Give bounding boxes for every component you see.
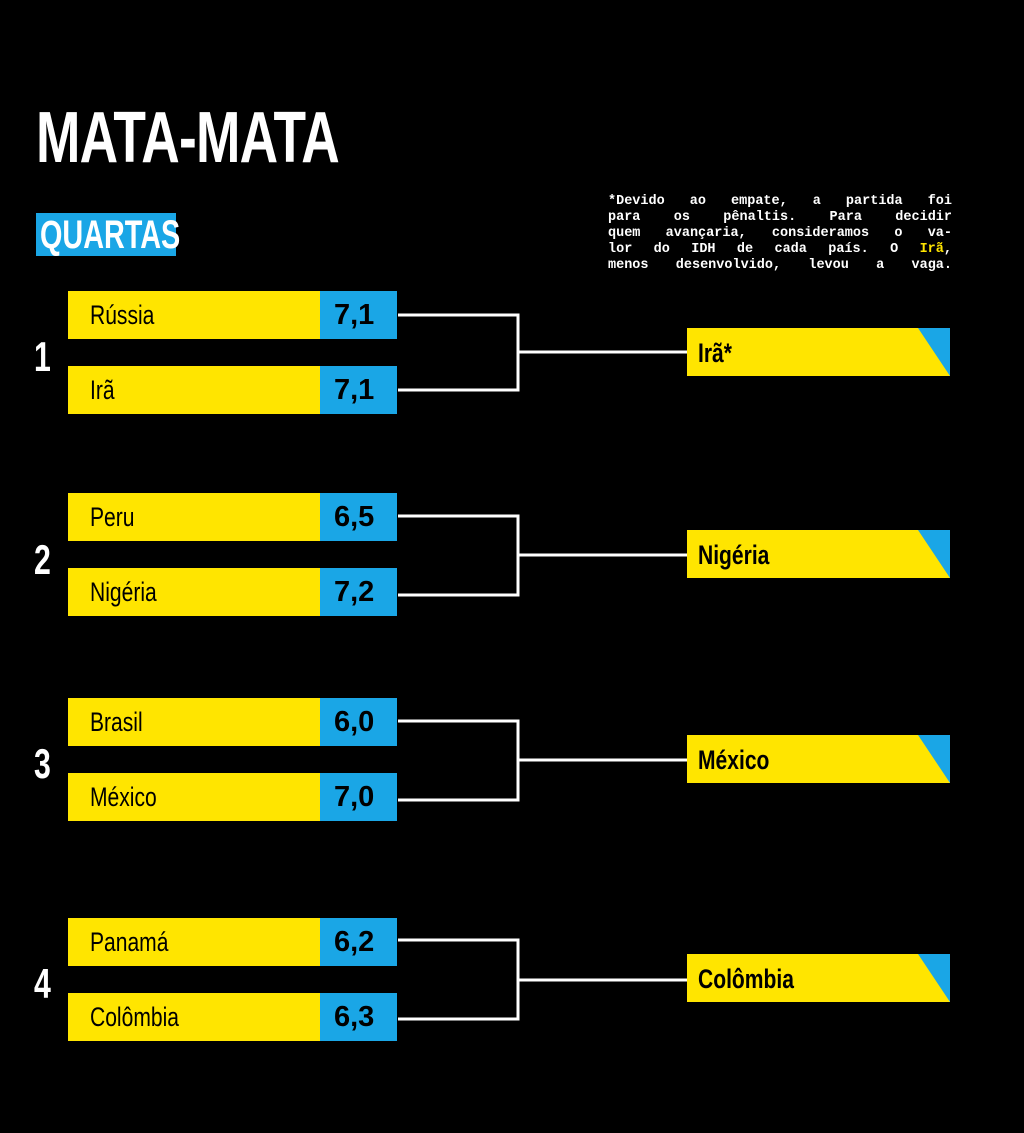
team-row: Brasil 6,0 (68, 698, 398, 746)
winner-box: Irã* (687, 328, 950, 376)
match-number: 2 (34, 536, 51, 583)
team-name-box: México (68, 773, 320, 821)
footnote-line-3: quem avançaria, consideramos o va- (608, 226, 952, 241)
page-title: MATA-MATA (36, 98, 340, 178)
team-name: Colômbia (90, 1002, 179, 1032)
footnote: *Devido ao empate, a partida foi para os… (608, 194, 952, 274)
team-row: Nigéria 7,2 (68, 568, 398, 616)
bracket-connector-4 (398, 938, 687, 1021)
stage-badge: QUARTAS (36, 213, 180, 256)
team-name: Rússia (90, 300, 155, 330)
team-name-box: Peru (68, 493, 320, 541)
footnote-line-1: *Devido ao empate, a partida foi (608, 194, 952, 209)
winner-name: Nigéria (698, 540, 770, 570)
team-score: 6,2 (334, 926, 375, 958)
team-name: Irã (90, 375, 115, 405)
team-score-box: 6,5 (320, 493, 397, 541)
footnote-line-4: lor do IDH de cada país. O Irã, (608, 242, 952, 258)
team-score-box: 6,3 (320, 993, 397, 1041)
winner-box: México (687, 735, 950, 783)
team-row: Rússia 7,1 (68, 291, 398, 339)
team-name-box: Irã (68, 366, 320, 414)
team-name-box: Nigéria (68, 568, 320, 616)
team-row: México 7,0 (68, 773, 398, 821)
team-row: Panamá 6,2 (68, 918, 398, 966)
bracket-connector-1 (398, 313, 687, 392)
winner-name: México (698, 745, 770, 775)
winner-box: Nigéria (687, 530, 950, 578)
winner-corner-flag (918, 328, 950, 376)
team-row: Irã 7,1 (68, 366, 398, 414)
match-number: 4 (34, 960, 51, 1007)
team-row: Peru 6,5 (68, 493, 398, 541)
team-score-box: 7,2 (320, 568, 397, 616)
team-name-box: Panamá (68, 918, 320, 966)
team-score: 7,1 (334, 299, 375, 331)
footnote-line-4-text: lor do IDH de cada país. O (608, 242, 920, 257)
winner-corner-flag (918, 954, 950, 1002)
team-score: 7,0 (334, 781, 375, 813)
team-name: México (90, 782, 157, 812)
winner-name: Irã* (698, 338, 732, 368)
team-score-box: 6,2 (320, 918, 397, 966)
winner-name: Colômbia (698, 964, 794, 994)
team-score: 7,1 (334, 374, 375, 406)
team-score-box: 7,1 (320, 291, 397, 339)
team-name: Peru (90, 502, 135, 532)
winner-corner-flag (918, 735, 950, 783)
team-name: Nigéria (90, 577, 157, 607)
team-score-box: 7,1 (320, 366, 397, 414)
team-name-box: Rússia (68, 291, 320, 339)
team-name: Brasil (90, 707, 143, 737)
bracket-connector-2 (398, 514, 687, 597)
footnote-line-5: menos desenvolvido, levou a vaga. (608, 258, 952, 273)
team-score: 6,3 (334, 1001, 375, 1033)
team-name-box: Colômbia (68, 993, 320, 1041)
footnote-line-4-end: , (943, 242, 952, 257)
match-number: 3 (34, 740, 51, 787)
team-score: 7,2 (334, 576, 375, 608)
team-score: 6,5 (334, 501, 375, 533)
stage-label: QUARTAS (40, 213, 181, 257)
team-score-box: 7,0 (320, 773, 397, 821)
bracket-connector-3 (398, 719, 687, 802)
team-score-box: 6,0 (320, 698, 397, 746)
winner-box: Colômbia (687, 954, 950, 1002)
footnote-highlight: Irã (919, 242, 944, 257)
team-score: 6,0 (334, 706, 375, 738)
team-name-box: Brasil (68, 698, 320, 746)
footnote-line-2: para os pênaltis. Para decidir (608, 210, 952, 225)
team-name: Panamá (90, 927, 169, 957)
team-row: Colômbia 6,3 (68, 993, 398, 1041)
match-number: 1 (34, 333, 51, 380)
winner-corner-flag (918, 530, 950, 578)
